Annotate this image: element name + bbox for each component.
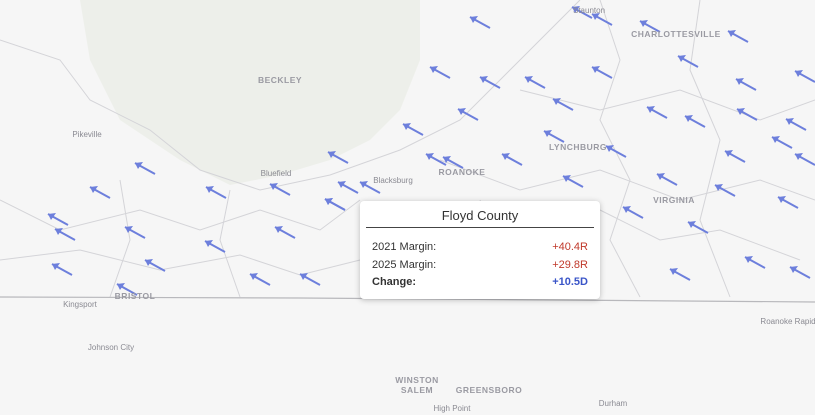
arrow-head <box>715 184 723 191</box>
arrow-head <box>275 226 283 233</box>
arrow-head <box>502 153 510 160</box>
wv-region <box>80 0 420 185</box>
place-label: SALEM <box>401 385 433 395</box>
arrow-head <box>443 156 451 163</box>
arrow-head <box>48 213 56 220</box>
arrow-head <box>205 240 213 247</box>
tooltip: Floyd County 2021 Margin: +40.4R 2025 Mar… <box>360 201 600 299</box>
arrow-head <box>592 13 600 20</box>
state-border <box>0 296 815 303</box>
arrow-head <box>426 153 434 160</box>
arrow-head <box>125 226 133 233</box>
arrow-head <box>470 16 478 23</box>
arrow-head <box>544 130 552 137</box>
arrow-head <box>250 273 258 280</box>
place-label: VIRGINIA <box>653 195 695 205</box>
place-label: Durham <box>599 399 628 408</box>
arrow-head <box>338 181 346 188</box>
arrow-head <box>745 256 753 263</box>
place-label: High Point <box>434 404 472 413</box>
arrow-head <box>772 136 780 143</box>
arrow-head <box>572 6 580 13</box>
arrow-head <box>206 186 214 193</box>
row-label: 2021 Margin: <box>372 241 437 253</box>
arrow-head <box>300 273 308 280</box>
arrow-head <box>795 153 803 160</box>
row-value: +29.8R <box>552 259 588 271</box>
arrow-head <box>145 259 153 266</box>
arrow-head <box>640 20 648 27</box>
arrow-head <box>688 221 696 228</box>
place-label: Staunton <box>573 6 605 15</box>
arrow-head <box>403 123 411 130</box>
place-label: Blacksburg <box>373 176 413 185</box>
arrow-head <box>725 150 733 157</box>
arrow-head <box>670 268 678 275</box>
tooltip-row: 2021 Margin: +40.4R <box>372 241 588 253</box>
arrow-head <box>678 55 686 62</box>
tooltip-title: Floyd County <box>366 201 594 228</box>
arrows <box>47 6 815 296</box>
arrow-head <box>117 283 125 290</box>
arrow-head <box>270 183 278 190</box>
place-labels: BECKLEY Pikeville Bluefield Blacksburg ROANO… <box>63 6 815 413</box>
place-label: Roanoke Rapids <box>760 317 815 326</box>
place-label: LYNCHBURG <box>549 142 607 152</box>
arrow-head <box>328 151 336 158</box>
arrow-head <box>563 175 571 182</box>
arrow-head <box>795 70 803 77</box>
arrow-head <box>736 78 744 85</box>
arrow-head <box>430 66 438 73</box>
arrow-head <box>480 76 488 83</box>
arrow-head <box>685 115 693 122</box>
place-label: WINSTON <box>395 375 438 385</box>
arrow-head <box>647 106 655 113</box>
row-value: +10.5D <box>552 276 588 288</box>
place-label: Johnson City <box>88 343 134 352</box>
place-label: Bluefield <box>261 169 292 178</box>
arrow-head <box>737 108 745 115</box>
arrow-head <box>657 173 665 180</box>
place-label: Kingsport <box>63 300 98 309</box>
arrow-head <box>592 66 600 73</box>
row-label: 2025 Margin: <box>372 259 437 271</box>
arrow-head <box>360 181 368 188</box>
place-label: ROANOKE <box>439 167 486 177</box>
arrow-head <box>52 263 60 270</box>
arrow-head <box>325 198 333 205</box>
arrow-head <box>606 145 614 152</box>
place-label: BRISTOL <box>115 291 156 301</box>
tooltip-row: Change: +10.5D <box>372 276 588 288</box>
arrow-head <box>728 30 736 37</box>
arrow-head <box>90 186 98 193</box>
place-label: CHARLOTTESVILLE <box>631 29 721 39</box>
arrow-head <box>778 196 786 203</box>
arrow-head <box>786 118 794 125</box>
arrow-head <box>458 108 466 115</box>
arrow-head <box>525 76 533 83</box>
arrow-head <box>623 206 631 213</box>
row-label: Change: <box>372 276 416 288</box>
arrow-head <box>553 98 561 105</box>
row-value: +40.4R <box>552 241 588 253</box>
place-label: Pikeville <box>72 130 102 139</box>
place-label: BECKLEY <box>258 75 302 85</box>
arrow-head <box>135 162 143 169</box>
place-label: GREENSBORO <box>456 385 522 395</box>
tooltip-row: 2025 Margin: +29.8R <box>372 259 588 271</box>
arrow-head <box>55 228 63 235</box>
arrow-head <box>790 266 798 273</box>
